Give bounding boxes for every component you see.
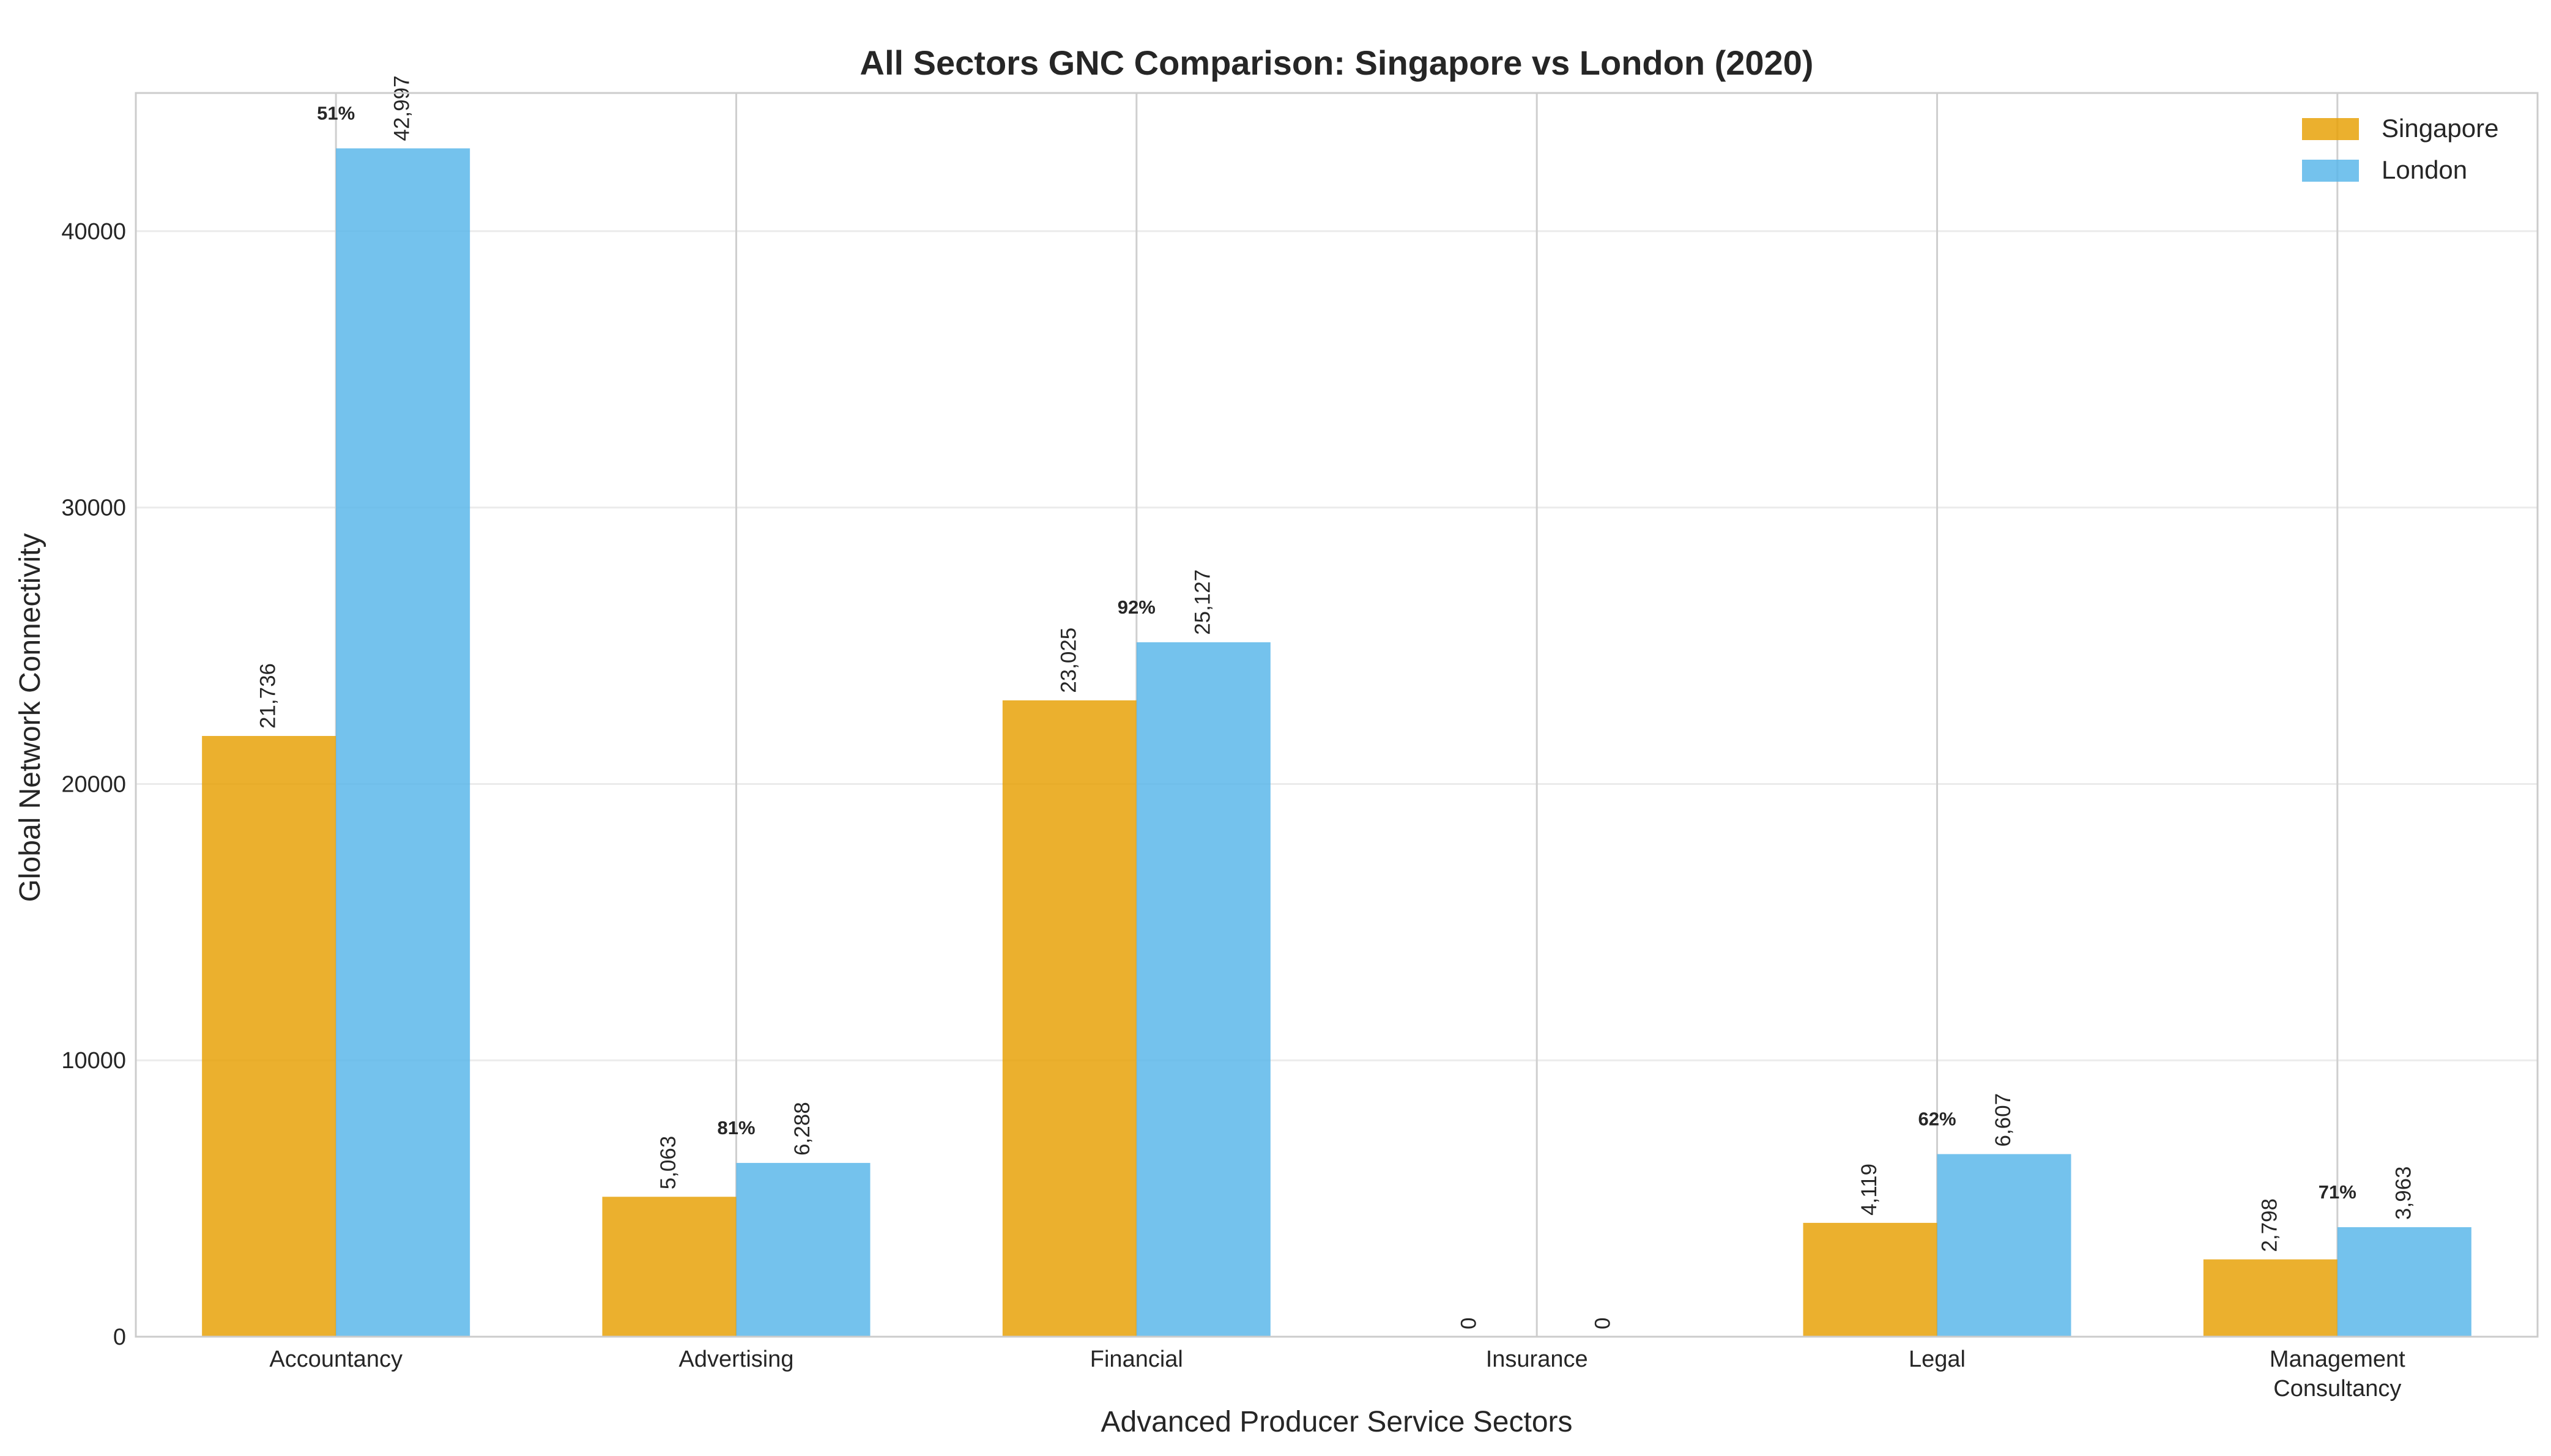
value-label-singapore-0: 21,736 [256,663,280,729]
bar-singapore-5 [2203,1259,2337,1337]
x-tick-label-0-0: Accountancy [269,1346,403,1372]
x-tick-label-1-0: Advertising [679,1346,794,1372]
legend-label-london: London [2382,155,2467,184]
legend-label-singapore: Singapore [2382,114,2498,143]
bar-london-5 [2337,1227,2471,1337]
legend-swatch-london [2302,160,2359,182]
x-tick-label-5-1: Consultancy [2273,1376,2401,1402]
value-label-singapore-1: 5,063 [656,1136,680,1190]
value-label-london-2: 25,127 [1190,570,1214,635]
value-label-london-5: 3,963 [2391,1166,2415,1220]
value-label-singapore-2: 23,025 [1056,628,1080,693]
legend-swatch-singapore [2302,118,2359,140]
y-tick-label-2: 20000 [61,771,126,797]
y-tick-label-3: 30000 [61,496,126,521]
bar-singapore-2 [1002,700,1137,1337]
x-tick-label-2-0: Financial [1090,1346,1183,1372]
value-label-singapore-3: 0 [1457,1318,1481,1329]
x-tick-label-4-0: Legal [1909,1346,1966,1372]
value-label-singapore-4: 4,119 [1857,1164,1881,1216]
chart-title: All Sectors GNC Comparison: Singapore vs… [860,43,1814,82]
bar-london-0 [336,148,470,1337]
ratio-label-4: 62% [1918,1109,1956,1130]
ratio-label-0: 51% [317,102,355,124]
bar-london-4 [1937,1154,2071,1337]
value-label-london-3: 0 [1591,1318,1615,1329]
value-label-london-0: 42,997 [390,75,414,141]
plot-frame [135,92,2539,1338]
bar-singapore-1 [602,1197,737,1337]
bar-singapore-0 [202,736,336,1337]
bar-london-1 [736,1162,871,1337]
y-tick-label-4: 40000 [61,219,126,245]
ratio-label-2: 92% [1118,596,1156,618]
value-label-london-1: 6,288 [790,1102,814,1156]
x-tick-label-5-0: Management [2270,1346,2405,1372]
bar-singapore-4 [1803,1222,1937,1337]
value-label-london-4: 6,607 [1991,1093,2015,1147]
x-axis-label: Advanced Producer Service Sectors [1101,1406,1572,1438]
ratio-label-5: 71% [2319,1181,2356,1203]
y-tick-label-0: 0 [113,1324,126,1350]
bar-london-2 [1136,642,1271,1337]
x-tick-label-3-0: Insurance [1486,1346,1588,1372]
ratio-label-1: 81% [717,1117,755,1138]
y-tick-label-1: 10000 [61,1048,126,1074]
y-axis-label: Global Network Connectivity [14,533,46,902]
value-label-singapore-5: 2,798 [2257,1198,2281,1252]
